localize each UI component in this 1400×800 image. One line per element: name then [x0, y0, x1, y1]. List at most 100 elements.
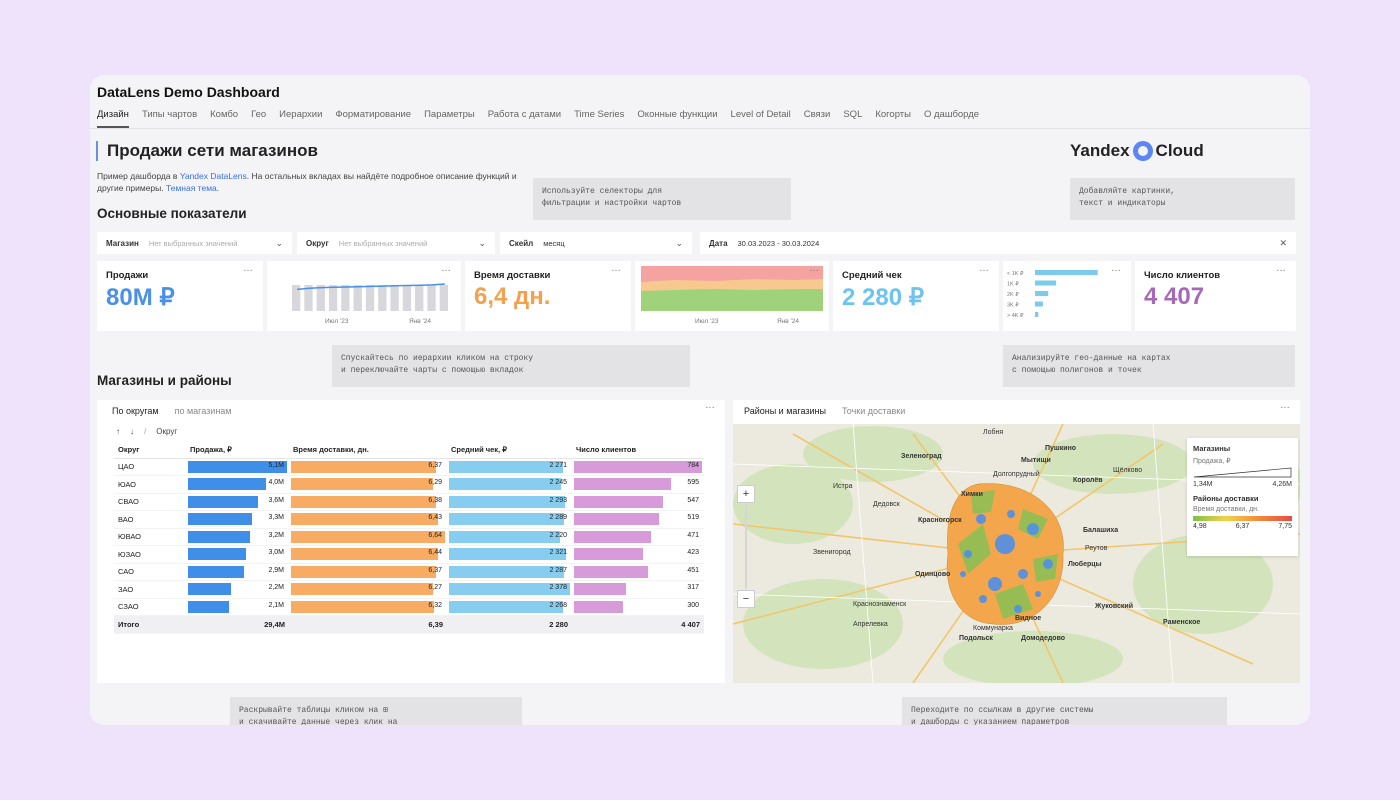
tab-3[interactable]: Гео	[251, 109, 267, 120]
place-label: Подольск	[959, 635, 993, 642]
table-row[interactable]: СВАО 3,6M 6,38 2 293 547	[114, 493, 704, 511]
place-label: Реутов	[1085, 545, 1108, 552]
col-avg-check[interactable]: Средний чек, ₽	[447, 442, 572, 459]
bar-cell-chk: 2 321	[449, 548, 570, 561]
col-sales[interactable]: Продажа, ₽	[186, 442, 289, 459]
table-row[interactable]: ВАО 3,3M 6,43 2 289 519	[114, 510, 704, 529]
more-icon[interactable]: …	[611, 263, 622, 274]
tab-12[interactable]: SQL	[843, 109, 863, 120]
col-district[interactable]: Округ	[114, 442, 186, 459]
tab-8[interactable]: Time Series	[574, 109, 625, 120]
store-marker[interactable]	[1027, 523, 1039, 535]
table-row[interactable]: ЮЗАО 3,0M 6,44 2 321 423	[114, 545, 704, 564]
cell-chk: 2 293	[447, 493, 572, 511]
bar-sales	[188, 460, 287, 473]
value-sales: 5,1M	[268, 461, 284, 469]
tab-by-district[interactable]: По округам	[112, 406, 159, 416]
place-label: Краснознаменск	[853, 601, 907, 608]
cell-sales: 3,6M	[186, 493, 289, 511]
store-marker[interactable]	[1035, 591, 1041, 597]
chevron-down-icon: ⌄	[275, 237, 283, 248]
more-icon[interactable]: …	[809, 263, 820, 274]
store-marker[interactable]	[995, 534, 1015, 554]
bar-del	[291, 495, 437, 508]
spark-tick: Янв '24	[409, 318, 431, 325]
store-marker[interactable]	[1014, 605, 1022, 613]
row-district: ЮАО	[114, 475, 186, 494]
more-icon[interactable]: …	[705, 400, 716, 411]
dashboard-tabs: Дизайн Типы чартов Комбо Гео Иерархии Формати…	[97, 109, 979, 128]
table-row[interactable]: САО 2,9M 6,37 2 287 451	[114, 563, 704, 581]
datalens-link[interactable]: Yandex DataLens	[179, 171, 247, 181]
zoom-slider[interactable]	[745, 505, 747, 589]
district-selector[interactable]: Округ Нет выбранных значений ⌄	[297, 232, 495, 254]
more-icon[interactable]: …	[979, 263, 990, 274]
more-icon[interactable]: …	[1111, 263, 1122, 274]
more-icon[interactable]: …	[441, 263, 452, 274]
legend-stores-title: Магазины	[1193, 444, 1231, 453]
tab-11[interactable]: Связи	[803, 109, 831, 120]
more-icon[interactable]: …	[1276, 263, 1287, 274]
legend-size-scale	[1193, 467, 1292, 478]
tab-6[interactable]: Параметры	[424, 109, 475, 120]
table-row[interactable]: ЮВАО 3,2M 6,64 2 220 471	[114, 528, 704, 546]
drill-down-icon[interactable]: ↓	[130, 427, 134, 436]
store-marker[interactable]	[1007, 510, 1015, 518]
table-row[interactable]: СЗАО 2,1M 6,32 2 268 300	[114, 598, 704, 616]
table-row[interactable]: ЦАО 5,1M 6,37 2 271 784	[114, 458, 704, 476]
col-delivery[interactable]: Время доставки, дн.	[289, 442, 447, 459]
store-marker[interactable]	[960, 571, 966, 577]
clear-icon[interactable]: ✕	[1279, 237, 1287, 248]
store-marker[interactable]	[976, 514, 986, 524]
more-icon[interactable]: …	[243, 263, 254, 274]
tab-delivery-points[interactable]: Точки доставки	[841, 406, 906, 416]
note-selectors: Используйте селекторы для фильтрации и н…	[533, 178, 791, 220]
tab-2[interactable]: Комбо	[210, 109, 239, 120]
date-range-picker[interactable]: Дата 30.03.2023 - 30.03.2024 ✕	[700, 232, 1296, 254]
store-markers[interactable]	[960, 510, 1053, 613]
store-marker[interactable]	[1018, 569, 1028, 579]
tab-9[interactable]: Оконные функции	[637, 109, 718, 120]
spark-line	[297, 283, 445, 291]
cell-del: 6,27	[289, 580, 447, 599]
table-row[interactable]: ЮАО 4,0M 6,29 2 245 595	[114, 475, 704, 494]
store-marker[interactable]	[1043, 559, 1053, 569]
cell-sales: 2,9M	[186, 563, 289, 581]
spark-bar	[292, 285, 301, 311]
tab-10[interactable]: Level of Detail	[730, 109, 791, 120]
value-cl: 519	[687, 514, 699, 522]
store-marker[interactable]	[964, 550, 972, 558]
bar-cl	[574, 478, 672, 491]
map-panel: Районы и магазины Точки доставки …	[733, 400, 1300, 683]
tab-5[interactable]: Форматирование	[335, 109, 412, 120]
tab-1[interactable]: Типы чартов	[141, 109, 198, 120]
tab-by-store[interactable]: по магазинам	[174, 406, 232, 416]
spark-bar	[427, 285, 436, 311]
tab-areas-stores[interactable]: Районы и магазины	[744, 406, 826, 416]
drill-up-icon[interactable]: ↑	[116, 427, 120, 436]
note-geo: Анализируйте гео-данные на картах с помо…	[1003, 345, 1295, 387]
breadcrumb-item[interactable]: Округ	[156, 427, 178, 436]
table-row[interactable]: ЗАО 2,2M 6,27 2 378 317	[114, 580, 704, 599]
cell-chk: 2 268	[447, 598, 572, 616]
delivery-area-chart: Июл '23 Янв '24	[641, 266, 823, 325]
dark-theme-link[interactable]: Темная тема	[166, 183, 217, 193]
store-marker[interactable]	[979, 595, 987, 603]
bar-cell-cl: 423	[574, 548, 702, 561]
value-chk: 2 271	[549, 461, 567, 469]
col-clients[interactable]: Число клиентов	[572, 442, 704, 459]
tab-0[interactable]: Дизайн	[97, 109, 129, 128]
tab-14[interactable]: О дашборде	[923, 109, 980, 120]
legend-color-range: 4,98 6,37 7,75	[1193, 523, 1292, 530]
scale-selector[interactable]: Скейл месяц ⌄	[500, 232, 692, 254]
zoom-out-button[interactable]: −	[737, 590, 755, 608]
store-marker[interactable]	[988, 577, 1002, 591]
tab-4[interactable]: Иерархии	[279, 109, 323, 120]
more-icon[interactable]: …	[1280, 400, 1291, 411]
zoom-in-button[interactable]: +	[737, 485, 755, 503]
place-label: Химки	[961, 491, 983, 498]
tab-13[interactable]: Когорты	[875, 109, 911, 120]
store-selector[interactable]: Магазин Нет выбранных значений ⌄	[97, 232, 292, 254]
tab-7[interactable]: Работа с датами	[487, 109, 562, 120]
value-cl: 595	[687, 479, 699, 487]
